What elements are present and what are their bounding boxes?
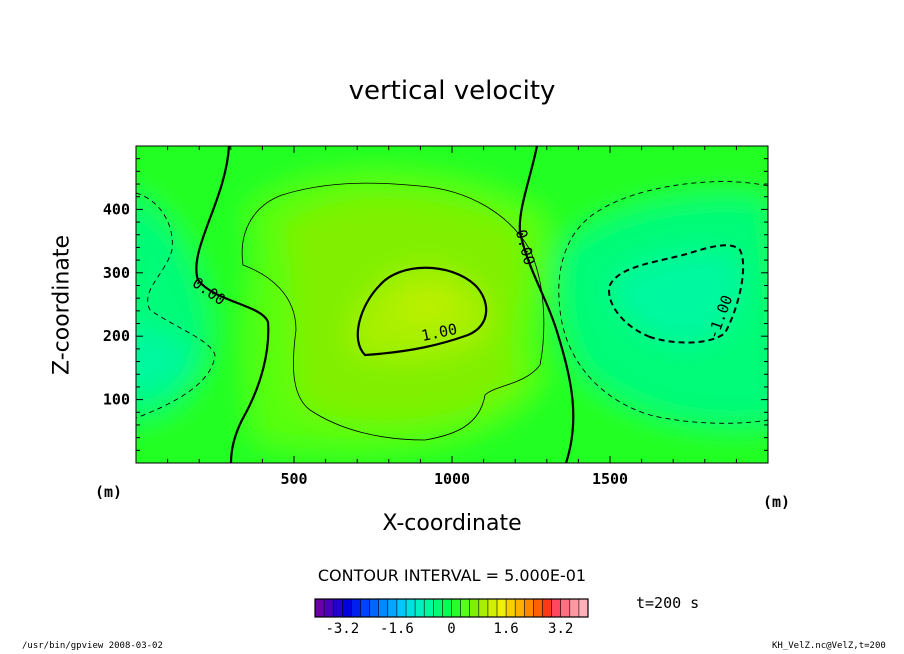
- colorbar-tick-label: 1.6: [493, 621, 518, 637]
- colorbar-cell: [533, 599, 543, 617]
- y-tick-label: 400: [103, 200, 130, 218]
- contour-minus-half-left: [136, 192, 216, 419]
- colorbar-cell: [315, 599, 325, 617]
- time-label: t=200 s: [636, 594, 700, 612]
- colorbar-cell: [351, 599, 361, 617]
- negative-left-core: [136, 324, 195, 394]
- colorbar-cell: [578, 599, 589, 617]
- x-tick-label: 1000: [434, 470, 470, 488]
- colorbar-cell: [506, 599, 516, 617]
- colorbar-cell: [415, 599, 425, 617]
- colorbar-cell: [333, 599, 343, 617]
- colorbar-cell: [360, 599, 370, 617]
- colorbar-cell: [424, 599, 434, 617]
- velocity-field: [136, 146, 768, 463]
- colorbar-cell: [406, 599, 416, 617]
- colorbar-cell: [569, 599, 580, 617]
- colorbar-cell: [478, 599, 489, 617]
- x-tick-label: 500: [280, 470, 307, 488]
- x-unit-label: (m): [763, 493, 791, 511]
- contour-half: [241, 182, 545, 441]
- colorbar-cell: [387, 599, 398, 617]
- x-tick-label: 1500: [592, 470, 628, 488]
- contour-minus-one: [608, 244, 745, 344]
- contour-one: [356, 266, 488, 357]
- colorbar-frame: [314, 598, 589, 618]
- contour-interval: CONTOUR INTERVAL = 5.000E-01: [317, 566, 587, 585]
- y-axis-label: Z-coordinate: [49, 235, 75, 375]
- colorbar-cell: [515, 599, 525, 617]
- colorbar-cell: [451, 599, 461, 617]
- colorbar-cell: [396, 599, 407, 617]
- footer-right: KH_VelZ.nc@VelZ,t=200: [772, 641, 886, 651]
- contour-lines: [136, 146, 768, 463]
- y-tick-label: 100: [103, 391, 130, 409]
- positive-peak: [395, 294, 455, 317]
- colorbar-cell: [378, 599, 389, 617]
- colorbar-cell: [342, 599, 352, 617]
- y-tick-label: 200: [103, 327, 130, 345]
- footer-left: /usr/bin/gpview 2008-03-02: [22, 641, 163, 651]
- colorbar-cell: [442, 599, 452, 617]
- colorbar-tick-label: 3.2: [548, 621, 573, 637]
- y-tick-label: 300: [103, 264, 130, 282]
- y-axis: 100 200 300 400: [103, 158, 768, 451]
- colorbar-cell: [433, 599, 443, 617]
- colorbar-cell: [469, 599, 480, 617]
- x-axis-label: X-coordinate: [382, 511, 522, 536]
- colorbar-cell: [497, 599, 507, 617]
- y-unit-label: (m): [95, 483, 123, 501]
- contour-zero-left: [195, 146, 270, 463]
- colorbar-tick-label: -1.6: [380, 621, 414, 637]
- colorbar-cell: [369, 599, 380, 617]
- colorbar-cell: [324, 599, 334, 617]
- colorbar-cell: [487, 599, 498, 617]
- colorbar-cell: [551, 599, 562, 617]
- colorbar: -3.2 -1.6 0 1.6 3.2: [314, 598, 589, 637]
- colorbar-cell: [460, 599, 471, 617]
- colorbar-tick-label: -3.2: [325, 621, 359, 637]
- colorbar-cell: [524, 599, 534, 617]
- colorbar-cell: [542, 599, 552, 617]
- negative-core: [610, 252, 741, 345]
- contour-minus-half: [558, 181, 768, 424]
- x-axis: 500 1000 1500: [167, 146, 737, 488]
- chart-title: vertical velocity: [348, 76, 556, 106]
- colorbar-cell: [560, 599, 571, 617]
- colorbar-tick-label: 0: [447, 621, 455, 637]
